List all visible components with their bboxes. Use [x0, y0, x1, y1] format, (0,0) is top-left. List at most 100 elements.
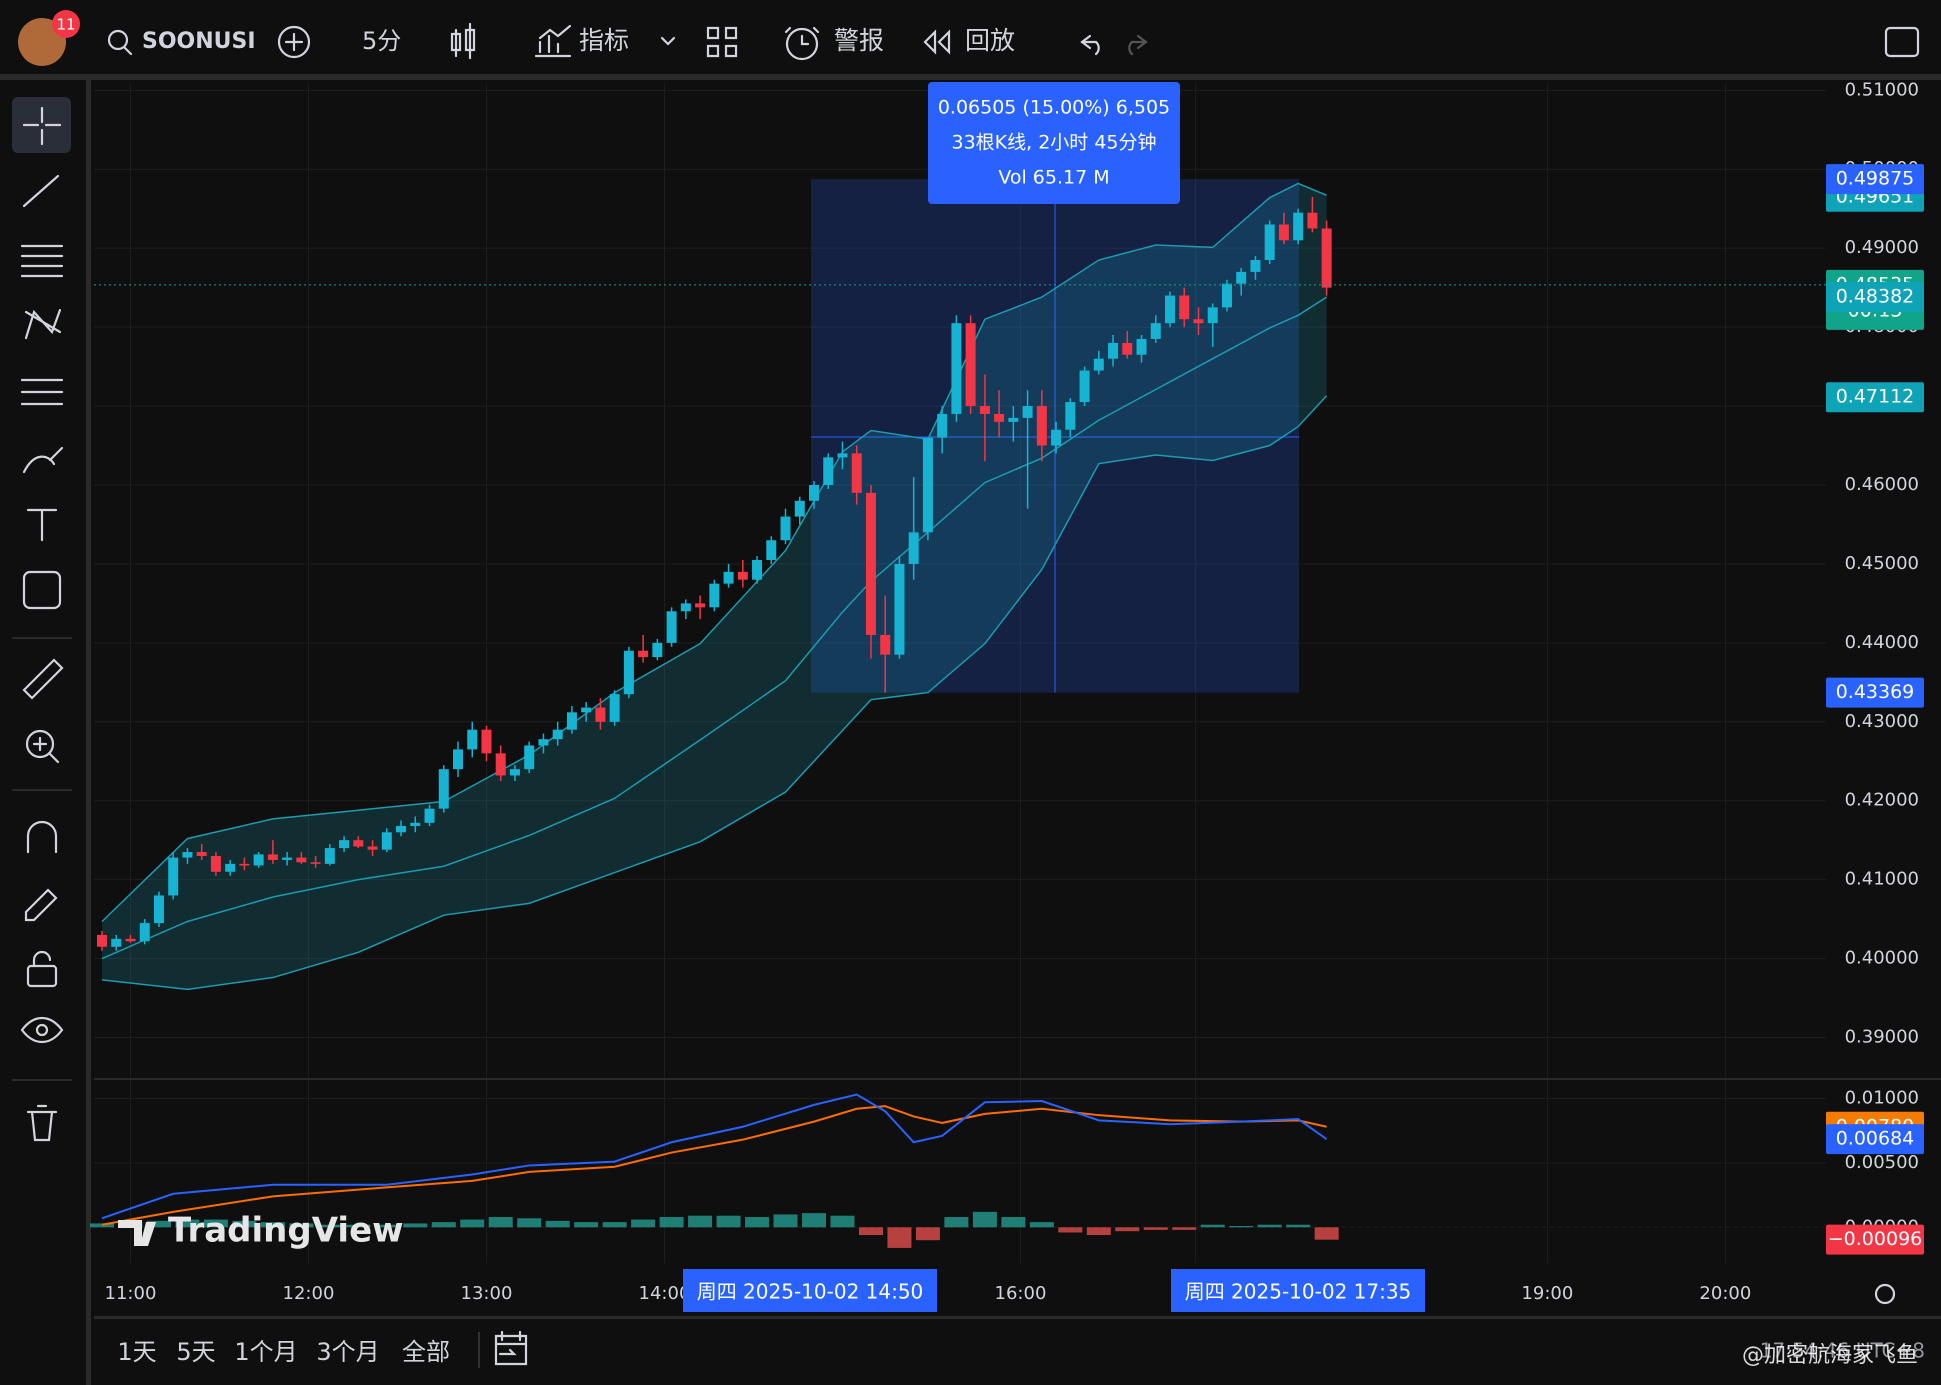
candle-body [381, 832, 392, 850]
chart-type[interactable] [450, 22, 476, 60]
candle-body [1036, 406, 1047, 446]
zoom-tool[interactable] [25, 729, 55, 759]
price-label: 0.48382 [1836, 285, 1915, 307]
macd-histogram [90, 1223, 114, 1228]
indicator-icon[interactable] [534, 24, 572, 58]
y-tick-label: 0.01000 [1845, 1087, 1919, 1108]
add-symbol[interactable] [277, 25, 311, 59]
candle-body [324, 848, 335, 864]
band-fill [102, 183, 1327, 990]
y-tick-label: 0.43000 [1845, 711, 1919, 732]
candle-body [680, 603, 691, 612]
replay[interactable]: 回放 [965, 26, 1015, 55]
candle-body [481, 729, 492, 754]
macd-histogram [1257, 1224, 1282, 1228]
candle-body [994, 413, 1005, 422]
y-tick-label: 0.42000 [1845, 790, 1919, 811]
range-button[interactable]: 1个月 [234, 1338, 297, 1366]
visibility-tool[interactable] [20, 1016, 64, 1044]
candle-body [1065, 402, 1076, 430]
lock-draw-tool[interactable] [24, 888, 58, 922]
candle-body [1093, 358, 1104, 371]
candle-body [97, 934, 107, 947]
x-tick-label: 16:00 [995, 1283, 1047, 1304]
bollinger-middle [101, 296, 1328, 960]
candle-body [851, 453, 862, 493]
candle-body [353, 840, 364, 847]
indicators[interactable]: 指标 [579, 26, 629, 55]
range-button[interactable]: 1天 [117, 1338, 156, 1366]
replay-icon[interactable] [923, 29, 951, 55]
fib-tool[interactable] [20, 244, 64, 278]
candle-body [609, 694, 620, 722]
candle-body [282, 857, 293, 860]
y-tick-label: 0.44000 [1845, 632, 1919, 653]
candle-body [153, 895, 164, 924]
macd-histogram [1086, 1227, 1111, 1236]
macd-histogram [289, 1223, 314, 1228]
macd-histogram [574, 1222, 599, 1228]
macd-histogram [260, 1222, 285, 1228]
macd-histogram [1286, 1224, 1311, 1228]
candle-body [225, 863, 236, 872]
badge-count: 11 [56, 16, 75, 34]
crosshair-tool[interactable] [22, 106, 62, 146]
candle-body [766, 540, 777, 560]
price-label: 0.43369 [1836, 681, 1915, 703]
alert-icon[interactable] [785, 27, 819, 61]
layout-icon[interactable] [706, 26, 738, 58]
brush-tool[interactable] [22, 446, 64, 474]
candle-body [1193, 319, 1204, 324]
candle-body [367, 846, 378, 850]
projection-tool[interactable] [20, 378, 64, 406]
range-button[interactable]: 全部 [402, 1338, 450, 1366]
lock-tool[interactable] [26, 964, 58, 988]
alerts[interactable]: 警报 [834, 26, 884, 55]
candle-body [595, 707, 606, 722]
candle-body [865, 492, 876, 635]
macd-histogram [146, 1220, 171, 1228]
x-tick-label: 14:00 [639, 1283, 691, 1304]
macd-histogram [716, 1215, 741, 1228]
icon-tool[interactable] [22, 570, 62, 610]
macd-histogram [858, 1227, 883, 1236]
settings[interactable] [1874, 1283, 1896, 1305]
dropdown[interactable] [660, 36, 676, 46]
macd-histogram [944, 1216, 969, 1228]
candle-body [666, 611, 677, 643]
search-icon[interactable] [107, 29, 129, 51]
pattern-tool[interactable] [24, 308, 62, 340]
bottom-divider [94, 1316, 1941, 1319]
candle-body [1165, 295, 1175, 324]
candle-body [695, 603, 706, 608]
macd-histogram [1229, 1226, 1254, 1228]
candle-body [210, 855, 221, 872]
macd-histogram [403, 1223, 428, 1228]
macd-histogram [374, 1224, 399, 1228]
delete-tool[interactable] [26, 1104, 58, 1142]
bollinger-lower [101, 395, 1328, 991]
trend-line-tool[interactable] [22, 174, 60, 208]
range-button[interactable]: 5天 [176, 1338, 215, 1366]
range-button[interactable]: 3个月 [316, 1338, 379, 1366]
candle-body [809, 484, 819, 501]
candle-body [880, 634, 891, 655]
ruler-tool[interactable] [22, 658, 64, 700]
macd-histogram [802, 1213, 826, 1228]
symbol[interactable]: SOONUSI [142, 29, 256, 54]
interval[interactable]: 5分 [362, 27, 401, 55]
date-range-icon[interactable] [494, 1330, 528, 1366]
candle-body [566, 712, 577, 730]
left-toolbar [0, 80, 91, 1385]
candle-body [524, 745, 535, 770]
undo[interactable] [1080, 34, 1100, 56]
fullscreen[interactable] [1884, 26, 1920, 58]
magnet-tool[interactable] [26, 820, 58, 854]
redo[interactable] [1128, 34, 1148, 56]
text-tool[interactable] [26, 508, 58, 542]
candle-body [1278, 224, 1289, 241]
x-tick-label: 12:00 [283, 1283, 335, 1304]
